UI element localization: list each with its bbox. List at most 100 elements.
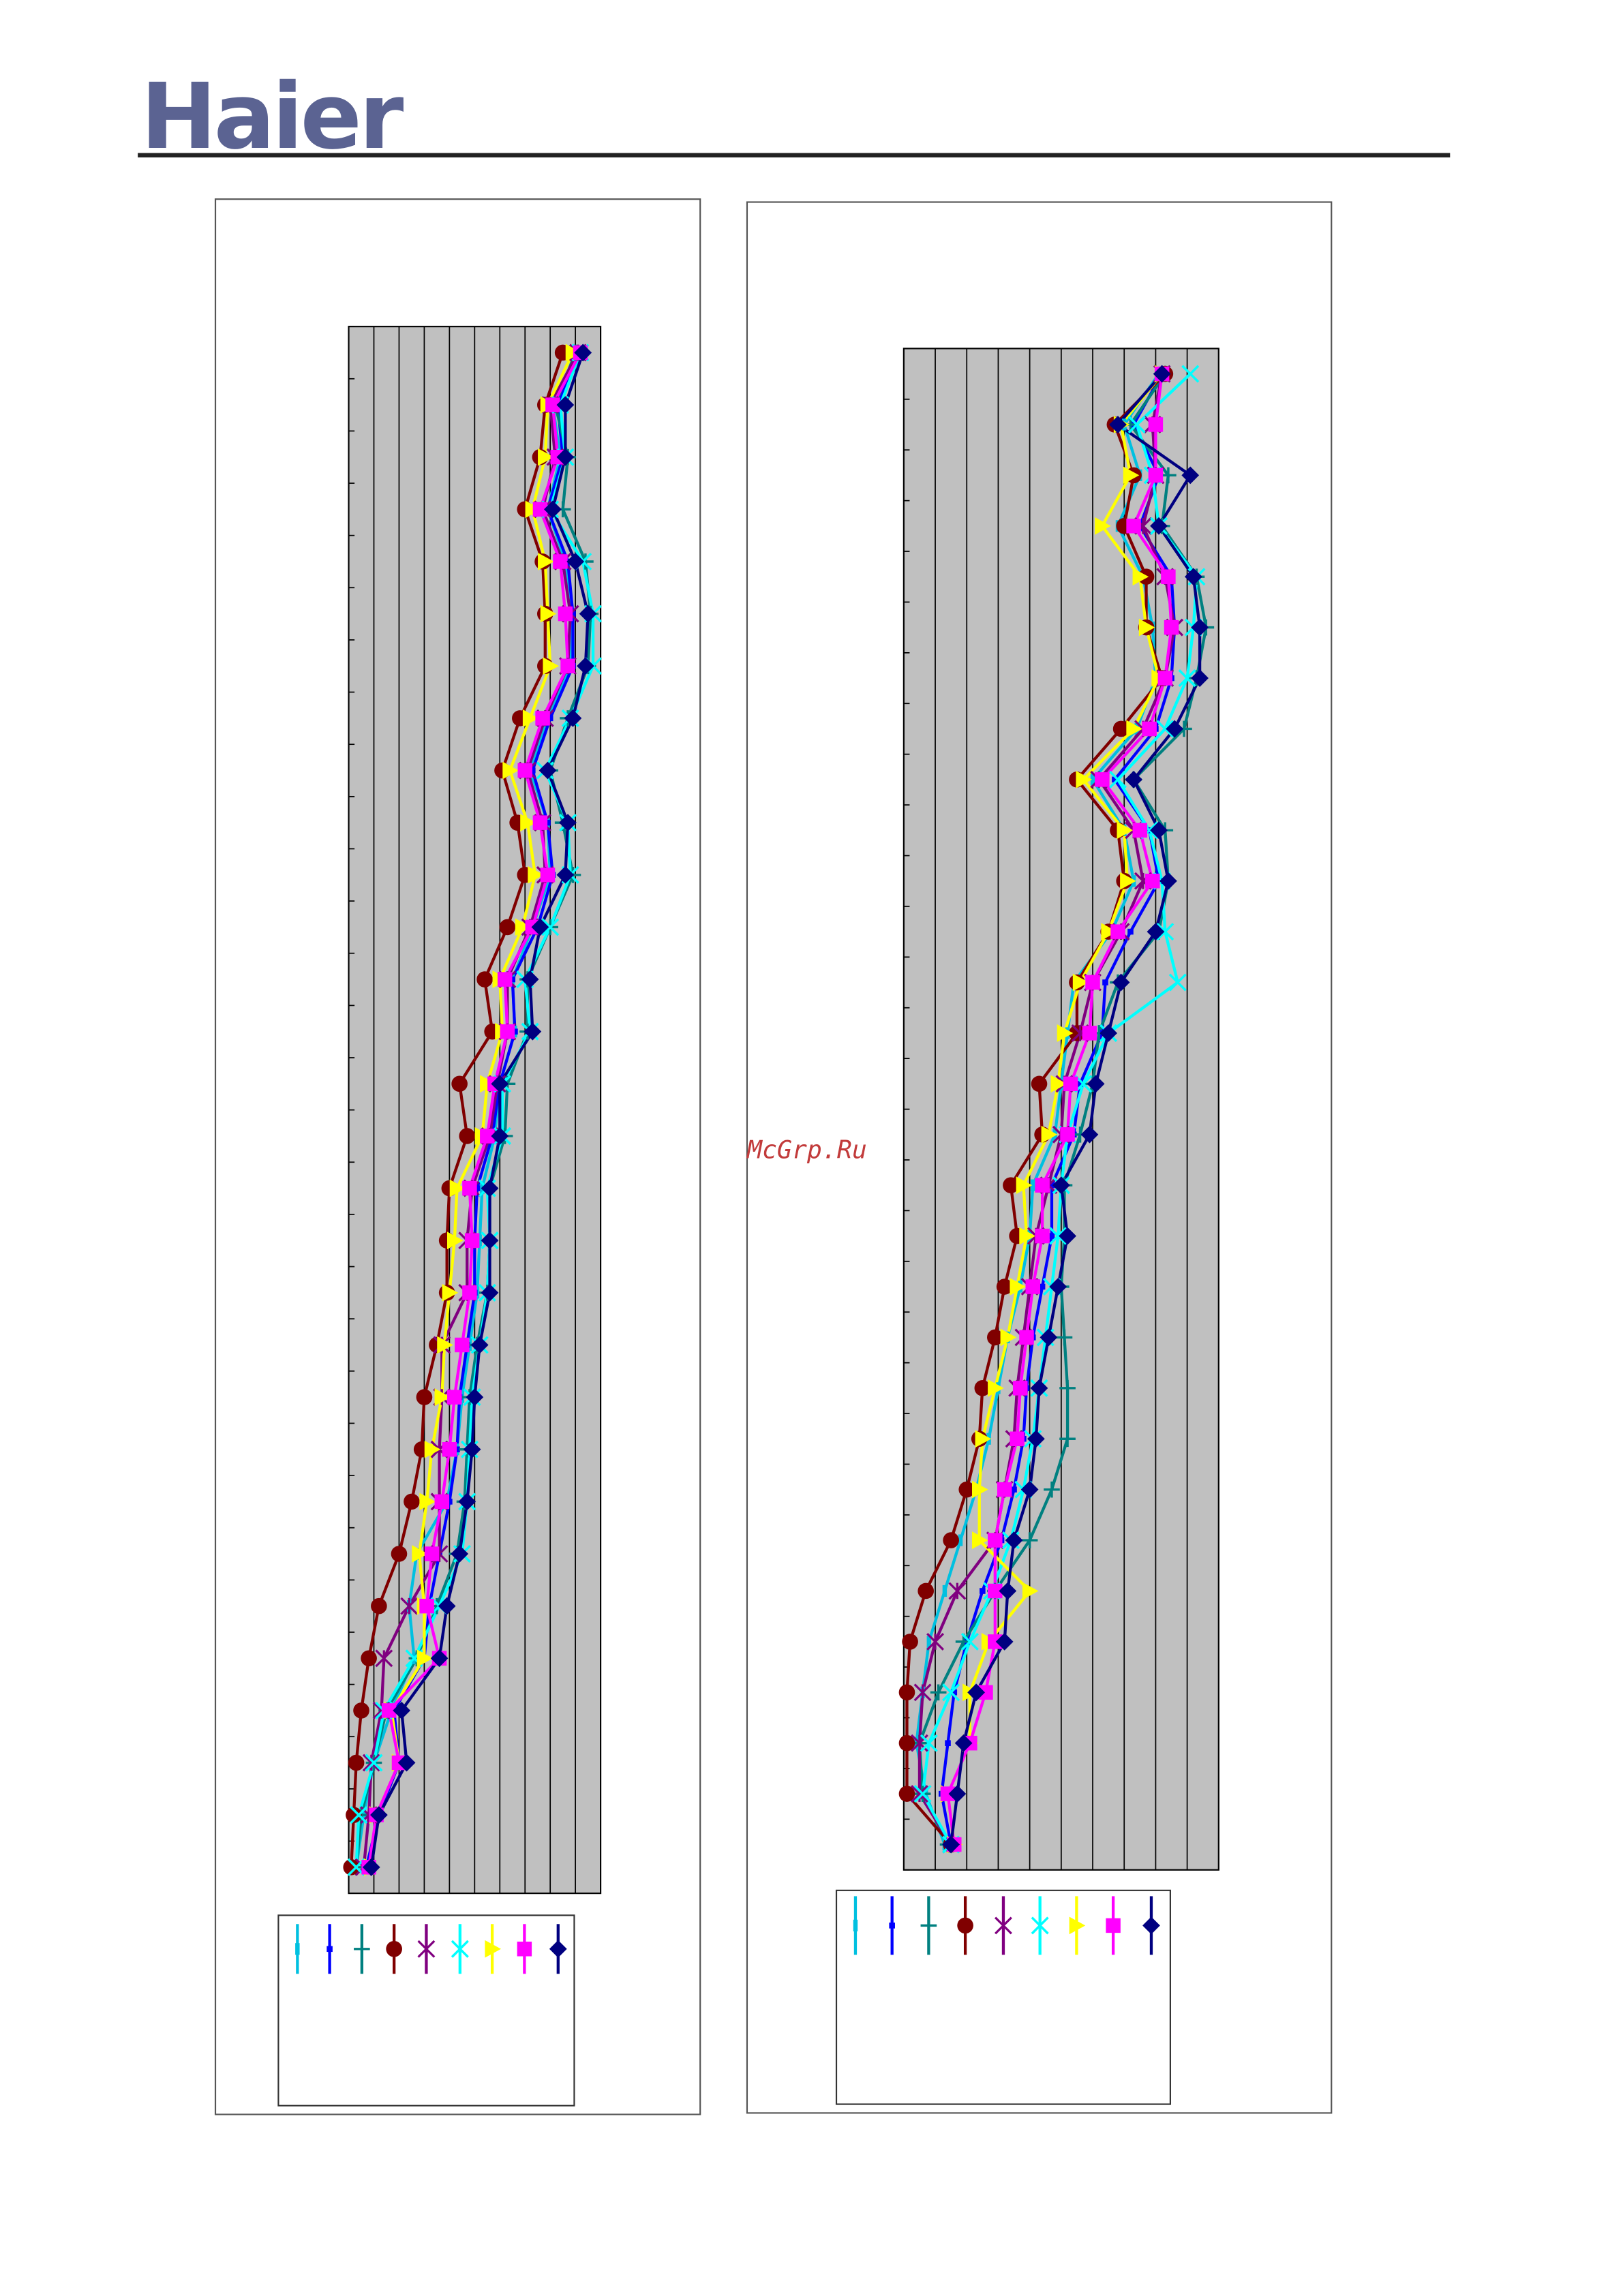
data-point	[996, 1279, 1013, 1295]
legend-marker	[295, 1943, 300, 1955]
data-point	[361, 1650, 377, 1667]
series-line	[362, 352, 579, 1868]
chart-frame	[746, 201, 1333, 2114]
data-point	[1095, 517, 1111, 535]
series-line	[354, 352, 595, 1867]
data-point	[1166, 720, 1184, 738]
data-point	[1003, 1177, 1019, 1193]
data-point	[462, 1180, 477, 1196]
data-point	[381, 1703, 397, 1718]
data-point	[1076, 770, 1093, 789]
data-point	[958, 1534, 963, 1546]
data-point	[1027, 1430, 1045, 1448]
data-point	[559, 814, 577, 832]
data-point	[1102, 979, 1108, 985]
data-point	[978, 1685, 993, 1700]
legend-marker	[995, 1916, 1012, 1935]
data-point	[971, 1480, 988, 1499]
data-point	[397, 1754, 416, 1772]
data-point	[530, 767, 536, 774]
data-point	[943, 1532, 959, 1548]
data-point	[1041, 1125, 1058, 1144]
data-point	[553, 554, 568, 569]
data-point	[988, 1634, 1003, 1649]
data-point	[1181, 466, 1200, 485]
data-point	[1164, 619, 1179, 635]
data-point	[521, 970, 539, 988]
data-point	[491, 1075, 509, 1093]
data-point	[543, 500, 562, 519]
data-point	[1021, 1532, 1038, 1548]
data-point	[499, 919, 516, 936]
data-point	[1157, 671, 1173, 686]
data-point	[1148, 468, 1164, 483]
watermark: McGrp.Ru	[746, 1135, 867, 1165]
data-point	[449, 1179, 466, 1197]
data-point	[463, 1440, 481, 1458]
data-point	[531, 918, 549, 936]
data-point	[1127, 415, 1146, 434]
data-point	[988, 1533, 1003, 1548]
data-point	[442, 1442, 457, 1457]
data-point	[570, 611, 576, 617]
data-point	[951, 1689, 958, 1696]
data-point	[960, 1632, 979, 1651]
data-point	[1142, 721, 1157, 737]
data-point	[1156, 720, 1174, 738]
data-point	[1030, 1379, 1048, 1397]
data-point	[1132, 823, 1148, 838]
data-point	[1019, 1227, 1035, 1245]
data-point	[424, 1546, 440, 1561]
data-point	[541, 918, 560, 936]
data-point	[942, 1585, 947, 1597]
data-point	[481, 1179, 499, 1197]
chart-frame	[214, 198, 701, 2115]
data-point	[988, 1583, 1003, 1599]
data-point	[481, 1283, 499, 1302]
data-point	[400, 1597, 419, 1615]
data-point	[930, 1684, 947, 1701]
data-point	[442, 1283, 459, 1302]
data-point	[988, 1379, 1004, 1397]
data-point	[515, 918, 532, 936]
data-point	[1039, 1283, 1046, 1290]
data-point	[898, 1786, 915, 1802]
data-point	[898, 1684, 915, 1701]
data-point	[1035, 1178, 1050, 1193]
data-point	[1049, 1278, 1067, 1296]
data-point	[566, 553, 585, 570]
data-point	[1048, 1182, 1055, 1189]
data-point	[1049, 1227, 1067, 1245]
data-point	[459, 1128, 476, 1144]
data-point	[462, 1285, 477, 1300]
legend-marker	[549, 1940, 567, 1958]
data-point	[419, 1493, 436, 1511]
legend-marker	[517, 1942, 532, 1957]
data-point	[1022, 1582, 1039, 1600]
plot-border	[348, 326, 602, 1895]
data-point	[535, 711, 550, 726]
data-point	[1013, 1381, 1028, 1396]
data-point	[458, 1493, 476, 1511]
data-point	[348, 1754, 365, 1771]
data-point	[1138, 618, 1155, 637]
data-point	[1011, 1486, 1017, 1493]
data-point	[564, 709, 582, 727]
data-point	[545, 819, 551, 826]
data-point	[997, 1482, 1012, 1497]
data-point	[558, 606, 573, 622]
data-point	[971, 1531, 988, 1549]
data-point	[940, 1786, 956, 1801]
data-point	[346, 1807, 362, 1824]
legend-marker	[957, 1917, 973, 1934]
data-point	[532, 815, 548, 830]
series-line	[367, 352, 582, 1868]
data-point	[556, 396, 575, 414]
data-point	[419, 1598, 434, 1614]
data-point	[1087, 1075, 1105, 1093]
data-point	[375, 1649, 393, 1668]
data-point	[404, 1493, 420, 1510]
series-line	[350, 352, 564, 1867]
data-point	[1178, 669, 1196, 688]
data-point	[1110, 924, 1125, 939]
